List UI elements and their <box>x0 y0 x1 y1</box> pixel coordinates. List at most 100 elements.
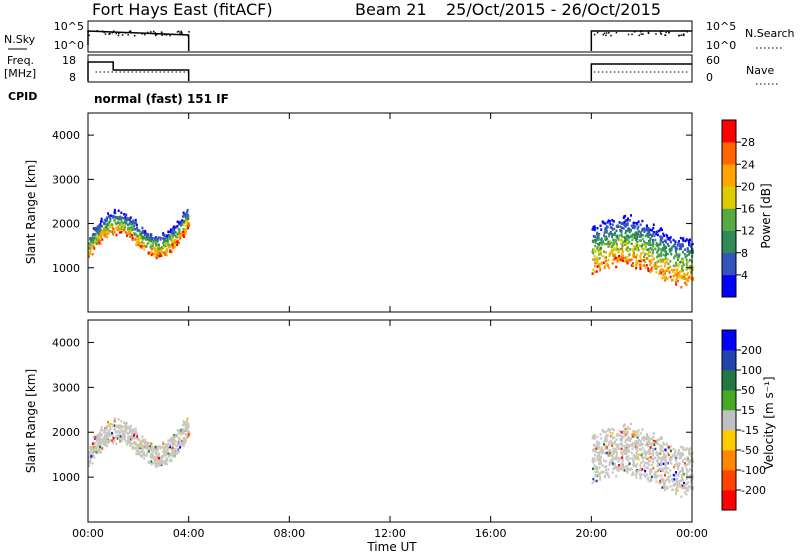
power-scatter-point <box>655 271 658 274</box>
power-scatter-point <box>682 261 685 265</box>
velocity-scatter-point <box>648 463 651 467</box>
power-scatter-point <box>106 235 109 239</box>
power-scatter-point <box>681 245 684 248</box>
velocity-scatter-point <box>691 487 694 491</box>
velocity-scatter-point <box>166 457 169 460</box>
velocity-scatter-point <box>671 488 674 492</box>
power-scatter-point <box>88 250 91 254</box>
power-scatter-point <box>91 237 94 241</box>
velocity-scatter-point <box>627 459 630 462</box>
velocity-ylabel: Slant Range [km] <box>24 369 38 473</box>
velocity-scatter-point <box>643 436 646 439</box>
velocity-scatter-point <box>186 417 189 420</box>
velocity-scatter-point <box>669 485 672 488</box>
power-scatter-point <box>142 242 145 245</box>
power-colorbar-segment <box>722 230 736 254</box>
power-scatter-point <box>596 226 599 230</box>
power-scatter-point <box>159 238 162 241</box>
power-scatter-point <box>636 260 639 264</box>
velocity-scatter-point <box>605 468 608 472</box>
velocity-scatter-point <box>617 466 620 470</box>
velocity-scatter-point <box>664 474 667 477</box>
velocity-scatter-point <box>598 452 601 455</box>
power-scatter-point <box>160 250 163 253</box>
velocity-scatter-point <box>618 464 621 467</box>
power-scatter-point <box>643 247 646 250</box>
power-scatter-point <box>652 242 655 245</box>
velocity-scatter-point <box>664 459 667 462</box>
velocity-scatter-point <box>684 457 687 460</box>
velocity-scatter-point <box>139 446 142 450</box>
power-scatter-point <box>655 261 658 264</box>
velocity-scatter-point <box>607 454 610 457</box>
power-scatter-point <box>99 236 102 240</box>
power-scatter-point <box>148 236 151 240</box>
power-scatter-point <box>643 240 646 243</box>
power-scatter-point <box>101 220 104 223</box>
power-scatter-point <box>636 235 639 239</box>
power-scatter-point <box>632 244 635 248</box>
power-scatter-point <box>689 267 692 271</box>
power-scatter-point <box>170 239 173 242</box>
power-scatter-point <box>91 252 94 256</box>
power-scatter-point <box>597 235 600 238</box>
power-scatter-point <box>162 246 165 249</box>
velocity-scatter-point <box>617 460 620 463</box>
power-scatter-point <box>184 230 187 233</box>
velocity-scatter-point <box>657 452 660 455</box>
velocity-scatter-point <box>680 495 683 499</box>
power-scatter-point <box>617 251 620 254</box>
velocity-scatter-point <box>170 439 173 442</box>
power-scatter-point <box>597 238 600 241</box>
power-scatter-point <box>659 241 662 245</box>
power-scatter-point <box>613 227 616 231</box>
power-scatter-point <box>675 280 678 284</box>
power-scatter-point <box>163 239 166 243</box>
power-scatter-point <box>148 251 151 254</box>
velocity-scatter-point <box>599 459 602 462</box>
power-scatter-point <box>639 257 642 261</box>
power-scatter-point <box>601 220 604 223</box>
velocity-scatter-point <box>644 462 647 465</box>
power-scatter-point <box>682 275 685 279</box>
power-scatter-point <box>669 250 672 253</box>
velocity-scatter-point <box>611 442 614 445</box>
power-scatter-point <box>676 258 679 262</box>
velocity-scatter-point <box>602 430 605 434</box>
power-scatter-point <box>593 235 596 238</box>
noise-search-point <box>655 33 657 35</box>
velocity-scatter-point <box>173 439 176 443</box>
velocity-scatter-point <box>650 470 653 474</box>
velocity-scatter-point <box>620 447 623 451</box>
velocity-scatter-point <box>94 437 97 440</box>
velocity-scatter-point <box>598 462 601 465</box>
power-scatter-point <box>652 223 655 226</box>
velocity-scatter-point <box>148 445 151 448</box>
power-scatter-point <box>105 223 108 226</box>
velocity-scatter-point <box>678 464 681 467</box>
power-scatter-point <box>661 228 664 232</box>
velocity-scatter-point <box>605 460 608 463</box>
power-scatter-point <box>671 246 674 249</box>
velocity-scatter-point <box>136 437 139 441</box>
velocity-scatter-point <box>186 422 189 426</box>
noise-search-point <box>150 31 152 33</box>
time-tick-label: 00:00 <box>676 527 708 540</box>
noise-left-tick-top: 10^5 <box>54 20 84 33</box>
power-scatter-point <box>625 234 628 238</box>
power-scatter-point <box>645 242 648 245</box>
velocity-scatter-point <box>624 465 627 469</box>
velocity-scatter-point <box>652 432 655 435</box>
velocity-scatter-point <box>672 473 675 477</box>
power-scatter-point <box>92 239 95 242</box>
velocity-scatter-point <box>172 434 175 437</box>
power-scatter-point <box>154 237 157 240</box>
power-scatter-point <box>619 247 622 251</box>
power-scatter-point <box>675 250 678 254</box>
velocity-scatter-point <box>150 442 153 446</box>
velocity-scatter-point <box>657 438 660 442</box>
power-scatter-point <box>611 228 614 231</box>
velocity-scatter-point <box>146 442 149 445</box>
freq-panel: Freq. [MHz] 18 8 60 0 Nave <box>4 54 780 85</box>
power-scatter-point <box>115 228 118 231</box>
